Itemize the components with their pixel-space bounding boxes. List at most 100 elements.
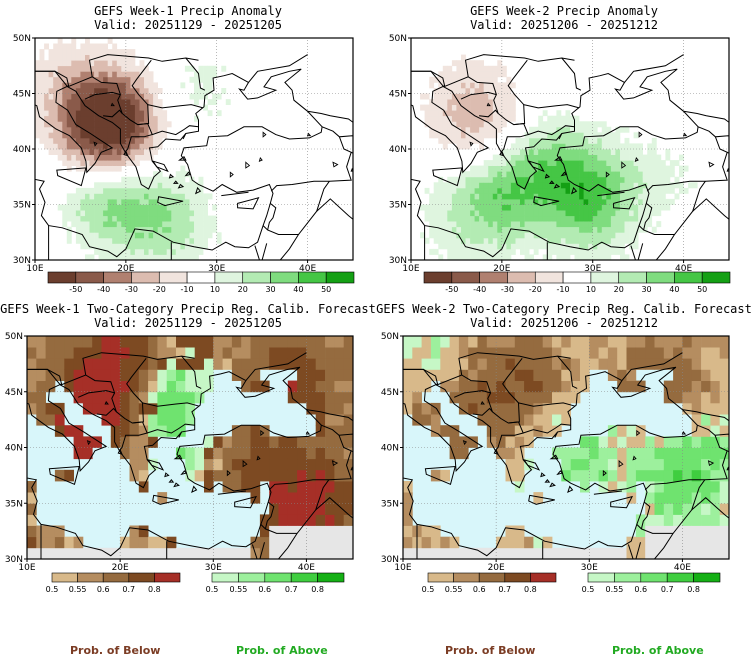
grid-cell	[157, 536, 168, 549]
grid-cell	[157, 210, 163, 217]
grid-cell	[533, 402, 544, 415]
grid-cell	[556, 110, 562, 117]
grid-cell	[157, 402, 168, 415]
colorbar: 0.5 0.55 0.6 0.7 0.8 0.5 0.55 0.6 0.7 0.8	[422, 572, 721, 594]
grid-cell	[565, 232, 571, 239]
grid-cell	[207, 82, 213, 89]
grid-cell	[449, 547, 460, 559]
grid-cell	[597, 237, 603, 244]
grid-cell	[98, 93, 104, 100]
grid-cell	[474, 198, 480, 205]
grid-cell	[651, 193, 657, 200]
grid-cell	[552, 336, 562, 348]
grid-cell	[194, 232, 199, 239]
grid-cell	[138, 458, 149, 471]
grid-cell	[465, 198, 471, 205]
grid-cell	[633, 176, 639, 183]
grid-cell	[679, 171, 684, 178]
grid-cell	[259, 458, 270, 471]
grid-cell	[315, 414, 326, 426]
grid-cell	[53, 76, 59, 83]
grid-cell	[103, 82, 108, 89]
grid-cell	[633, 215, 639, 222]
grid-cell	[524, 547, 534, 559]
grid-cell	[85, 110, 90, 117]
grid-cell	[75, 76, 81, 83]
grid-cell	[85, 76, 90, 83]
grid-cell	[583, 132, 589, 139]
grid-cell	[39, 110, 45, 117]
grid-cell	[412, 369, 422, 381]
grid-cell	[565, 171, 571, 178]
grid-cell	[461, 126, 466, 133]
grid-cell	[98, 71, 104, 78]
grid-cell	[148, 221, 154, 228]
grid-cell	[638, 210, 643, 217]
grid-cell	[492, 221, 498, 228]
grid-cell	[101, 414, 112, 426]
grid-cell	[633, 198, 639, 205]
grid-cell	[54, 336, 65, 348]
grid-cell	[538, 126, 544, 133]
grid-cell	[505, 369, 516, 381]
grid-cell	[134, 76, 140, 83]
grid-cell	[701, 358, 711, 370]
grid-cell	[468, 347, 478, 359]
grid-cell	[75, 160, 81, 166]
grid-cell	[601, 237, 607, 244]
grid-cell	[297, 547, 307, 559]
grid-cell	[36, 369, 46, 381]
grid-cell	[207, 226, 213, 233]
grid-cell	[144, 243, 149, 250]
grid-cell	[615, 126, 621, 133]
grid-cell	[479, 187, 484, 194]
grid-cell	[647, 215, 653, 222]
grid-cell	[610, 187, 616, 194]
grid-cell	[162, 187, 168, 194]
grid-cell	[638, 160, 643, 166]
grid-cell	[592, 248, 598, 255]
grid-cell	[529, 254, 534, 260]
grid-cell	[157, 171, 163, 178]
grid-cell	[403, 514, 413, 526]
grid-cell	[166, 237, 172, 244]
grid-cell	[157, 492, 168, 504]
grid-cell	[176, 425, 186, 437]
grid-cell	[98, 165, 104, 172]
grid-cell	[94, 198, 99, 205]
grid-cell	[501, 82, 507, 89]
grid-cell	[710, 447, 721, 460]
grid-cell	[479, 60, 484, 67]
grid-cell	[560, 254, 566, 260]
grid-cell	[633, 193, 639, 200]
grid-cell	[148, 198, 154, 205]
grid-cell	[148, 115, 154, 122]
grid-cell	[520, 226, 525, 233]
grid-cell	[213, 469, 223, 482]
grid-cell	[486, 358, 497, 370]
grid-cell	[194, 469, 205, 482]
grid-cell	[45, 369, 56, 381]
grid-cell	[598, 336, 609, 348]
grid-cell	[64, 380, 74, 393]
grid-cell	[112, 82, 118, 89]
grid-cell	[606, 182, 612, 189]
grid-cell	[39, 88, 45, 94]
grid-cell	[166, 182, 172, 189]
grid-cell	[66, 149, 72, 155]
grid-cell	[483, 204, 489, 211]
grid-cell	[430, 336, 441, 348]
grid-cell	[479, 237, 484, 244]
grid-cell	[470, 254, 475, 260]
grid-cell	[44, 71, 49, 78]
grid-cell	[176, 369, 186, 381]
grid-cell	[597, 243, 603, 250]
grid-cell	[633, 132, 639, 139]
grid-cell	[610, 232, 616, 239]
grid-cell	[551, 193, 557, 200]
grid-cell	[505, 347, 516, 359]
grid-cell	[442, 187, 448, 194]
grid-cell	[665, 204, 671, 211]
grid-cell	[565, 110, 571, 117]
grid-cell	[506, 232, 512, 239]
